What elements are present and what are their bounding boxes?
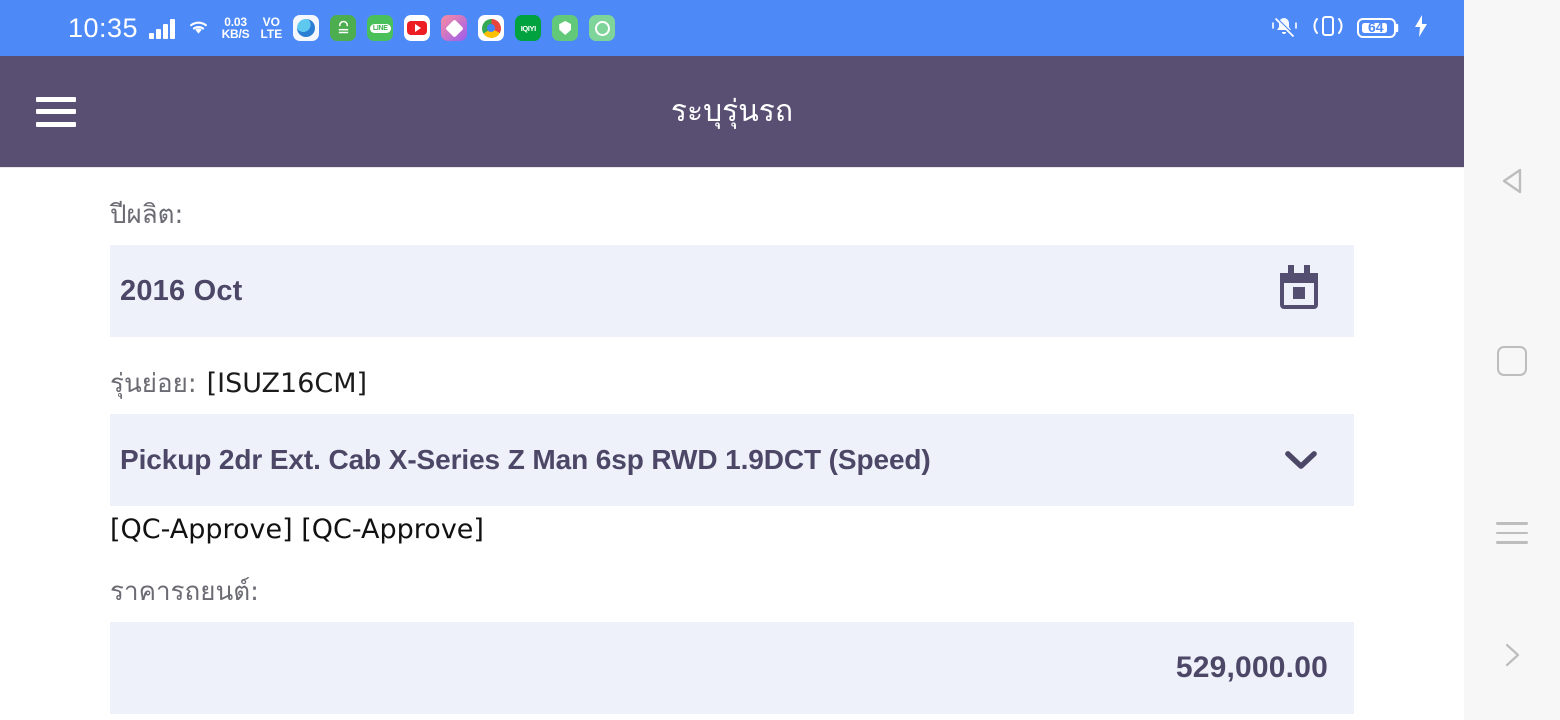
year-field-value: 2016 Oct [120, 274, 243, 307]
hamburger-menu-icon[interactable] [36, 96, 76, 127]
battery-icon: 64 [1357, 16, 1401, 40]
battery-level-label: 64 [1368, 19, 1384, 35]
line-app-icon: LINE [367, 15, 394, 41]
status-bar-left: 10:35 0.03 KB/S VO LTE LINE [68, 12, 616, 44]
line-app-label: LINE [369, 23, 391, 33]
submodel-select[interactable]: Pickup 2dr Ext. Cab X-Series Z Man 6sp R… [110, 414, 1354, 506]
volte-line1: VO [262, 15, 281, 29]
home-square-icon[interactable] [1464, 338, 1560, 384]
youtube-app-icon [404, 15, 431, 41]
iqiyi-app-icon: IQIYI [515, 15, 542, 41]
network-speed-unit: KB/S [221, 27, 250, 41]
status-clock: 10:35 [68, 12, 139, 43]
wifi-icon [186, 16, 211, 40]
system-navigation-bar [1464, 0, 1560, 720]
form-content: ปีผลิต: 2016 Oct รุ่นย่อย: [ISUZ16CM] Pi… [0, 167, 1464, 720]
submodel-selected-value: Pickup 2dr Ext. Cab X-Series Z Man 6sp R… [120, 444, 931, 475]
network-speed-indicator: 0.03 KB/S [222, 16, 250, 40]
price-field[interactable]: 529,000.00 [110, 622, 1354, 714]
submodel-field-label: รุ่นย่อย: [110, 369, 197, 399]
chevron-right-icon[interactable] [1464, 632, 1560, 678]
network-speed-value: 0.03 [224, 15, 247, 29]
submodel-field-label-row: รุ่นย่อย: [ISUZ16CM] [110, 337, 1354, 414]
iqiyi-app-label: IQIYI [520, 23, 536, 33]
editor-app-icon [441, 15, 468, 41]
qc-approve-note: [QC-Approve] [QC-Approve] [110, 514, 484, 545]
app-bar: ระบุรุ่นรถ [0, 56, 1464, 167]
chevron-down-icon[interactable] [1284, 443, 1318, 477]
price-field-value: 529,000.00 [1175, 651, 1328, 684]
browser-app-icon [293, 15, 320, 41]
back-triangle-icon[interactable] [1464, 158, 1560, 204]
status-bar-right: 64 [1269, 13, 1450, 43]
silent-bell-icon [1269, 13, 1299, 43]
content-top-divider [0, 167, 1464, 168]
year-field[interactable]: 2016 Oct [110, 245, 1354, 337]
signal-strength-icon [149, 17, 175, 39]
price-field-label: ราคารถยนต์: [110, 577, 259, 607]
status-bar: 10:35 0.03 KB/S VO LTE LINE [0, 0, 1464, 56]
volte-indicator: VO LTE [260, 16, 282, 40]
vibrate-icon [1312, 13, 1344, 43]
calendar-icon[interactable] [1280, 265, 1318, 309]
recents-lines-icon[interactable] [1464, 510, 1560, 556]
volte-line2: LTE [260, 27, 283, 41]
page-title: ระบุรุ่นรถ [670, 94, 794, 129]
charging-bolt-icon [1414, 14, 1428, 42]
green-app-icon [589, 15, 616, 41]
security-app-icon [552, 15, 579, 41]
phone-viewport: 10:35 0.03 KB/S VO LTE LINE [0, 0, 1464, 720]
shopping-app-icon [330, 15, 357, 41]
year-field-label: ปีผลิต: [110, 200, 184, 230]
chrome-app-icon [478, 15, 505, 41]
submodel-code: [ISUZ16CM] [206, 368, 368, 399]
next-field-partial-row [110, 714, 1354, 720]
